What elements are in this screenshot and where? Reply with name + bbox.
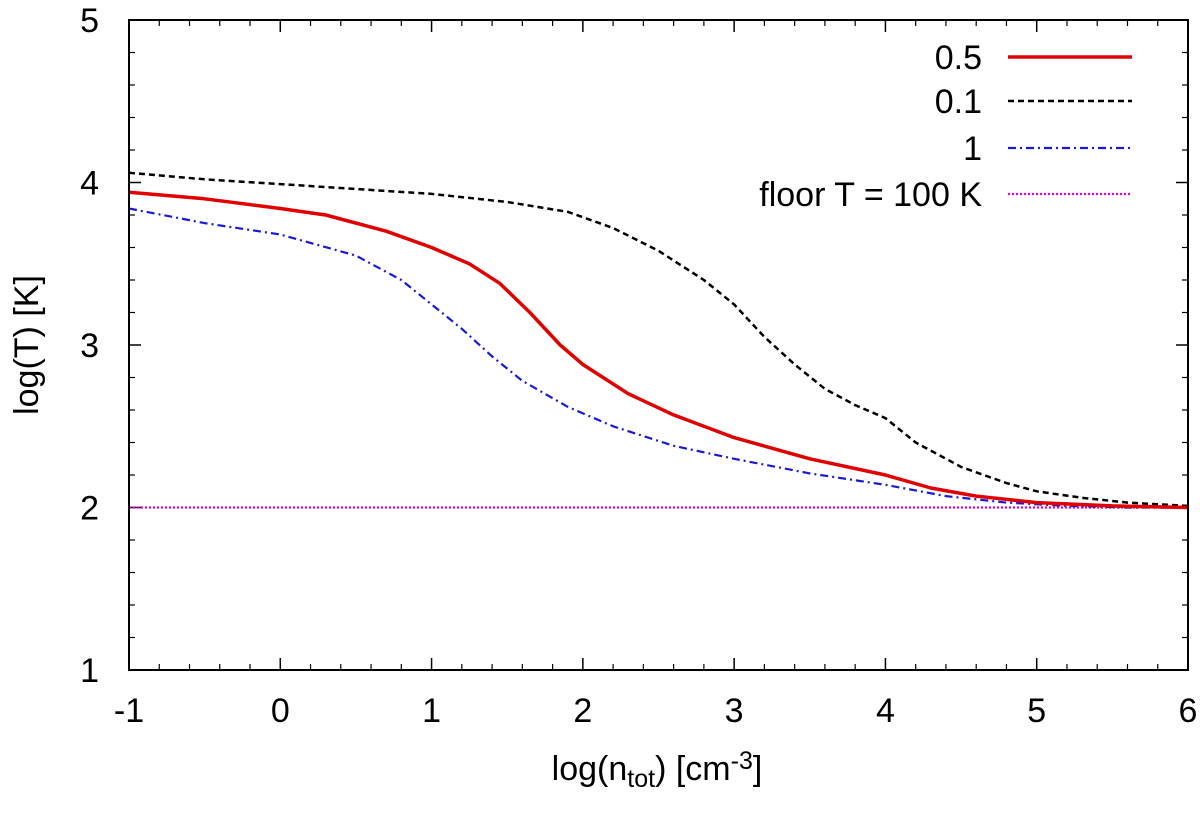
x-axis-label: log(ntot) [cm-3]: [552, 747, 763, 793]
x-tick-label: 1: [422, 692, 441, 730]
x-tick-label: 0: [271, 692, 290, 730]
tick-marks: [128, 19, 1189, 671]
x-tick-labels: -1 0 1 2 3 4 5 6: [114, 692, 1198, 730]
series-line-0-1: [128, 171, 1189, 508]
y-tick-label: 5: [80, 2, 99, 40]
legend-label: 0.5: [935, 39, 982, 77]
x-tick-label: -1: [114, 692, 144, 730]
series-line-1: [128, 207, 1188, 509]
series-lines: [128, 171, 1189, 510]
y-tick-label: 4: [80, 165, 99, 203]
x-tick-label: 6: [1179, 692, 1198, 730]
y-axis-label: log(T) [K]: [8, 275, 46, 415]
x-tick-label: 4: [876, 692, 895, 730]
y-tick-label: 1: [80, 652, 99, 690]
series-line-0-5: [128, 190, 1189, 510]
y-tick-labels: 1 2 3 4 5: [80, 2, 99, 690]
x-axis-label-middle: ) [cm: [655, 750, 731, 788]
legend-label: 0.1: [935, 83, 982, 121]
x-tick-label: 2: [573, 692, 592, 730]
plot-frame: [128, 19, 1189, 671]
x-axis-label-prefix: log(n: [552, 750, 628, 788]
legend-label: 1: [963, 130, 982, 168]
x-tick-label: 3: [725, 692, 744, 730]
y-tick-label: 2: [80, 490, 99, 528]
x-tick-label: 5: [1027, 692, 1046, 730]
x-axis-label-subscript: tot: [627, 765, 655, 793]
legend: 0.5 0.1 1 floor T = 100 K: [759, 39, 1132, 214]
x-axis-label-superscript: -3: [731, 747, 753, 775]
x-axis-label-suffix: ]: [753, 750, 762, 788]
y-tick-label: 3: [80, 327, 99, 365]
legend-label: floor T = 100 K: [759, 176, 982, 214]
